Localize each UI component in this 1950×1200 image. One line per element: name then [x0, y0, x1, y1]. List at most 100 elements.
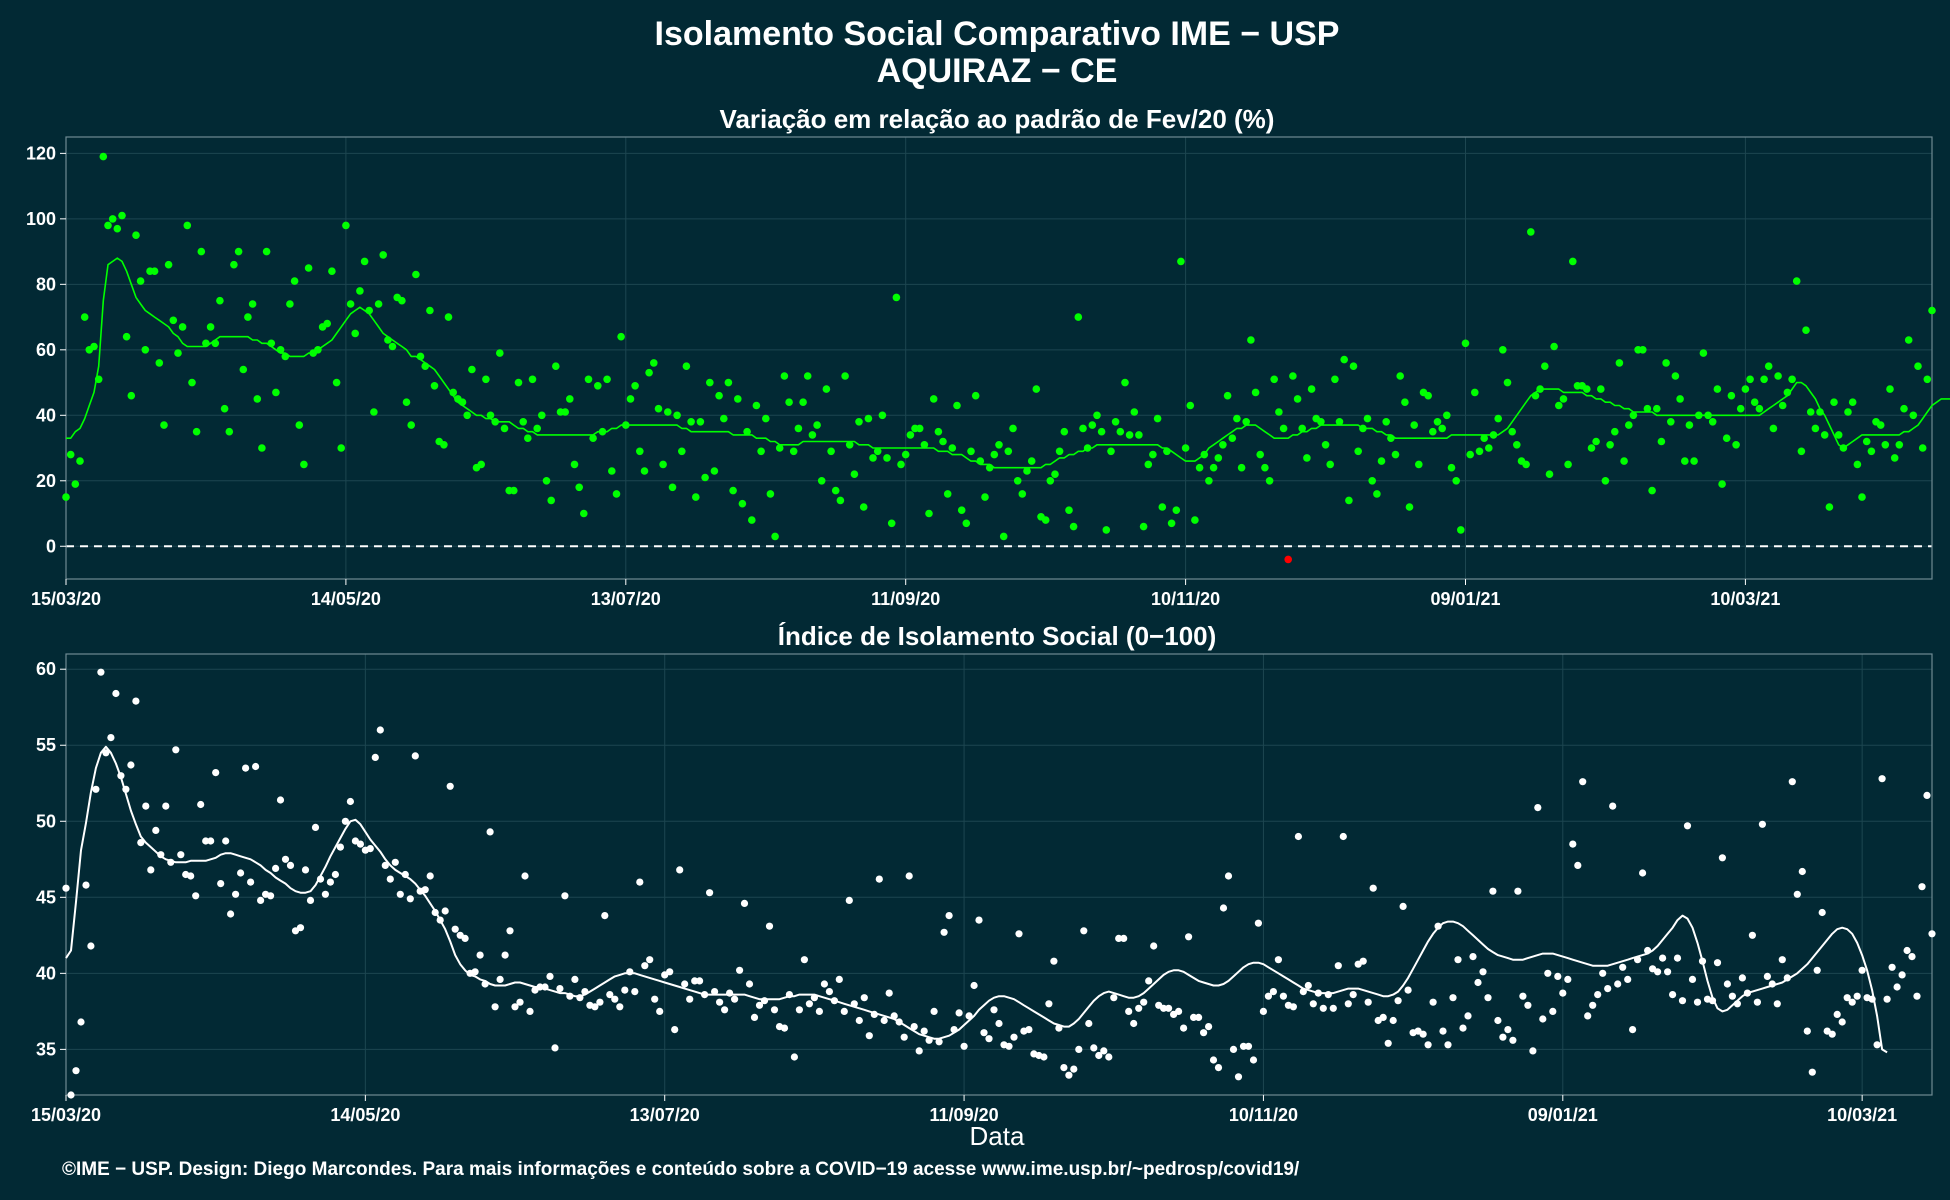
index-point	[1145, 977, 1153, 985]
variation-point	[850, 470, 859, 479]
variation-point	[1307, 385, 1316, 393]
index-point	[252, 762, 260, 771]
index-point	[1509, 1036, 1517, 1044]
variation-point	[929, 395, 938, 403]
variation-point	[1121, 378, 1129, 387]
variation-point	[136, 277, 145, 285]
index-point	[950, 1026, 958, 1034]
index-point	[1504, 1026, 1512, 1034]
variation-point	[1867, 447, 1876, 456]
variation-point	[477, 460, 486, 469]
index-point	[965, 1012, 973, 1020]
variation-point	[178, 323, 187, 331]
index-point	[631, 988, 639, 996]
y-tick-label: 0	[46, 536, 56, 556]
index-point	[192, 892, 200, 900]
index-point	[371, 753, 379, 762]
variation-point	[1060, 427, 1069, 436]
index-point	[716, 998, 724, 1006]
variation-point	[160, 421, 168, 429]
variation-point	[999, 532, 1008, 541]
variation-point	[1746, 375, 1754, 384]
variation-point	[1862, 437, 1871, 446]
variation-point	[1676, 395, 1684, 403]
variation-point	[225, 427, 234, 436]
variation-point	[1699, 349, 1708, 357]
variation-point	[1116, 427, 1125, 436]
variation-point	[920, 441, 929, 449]
variation-point	[957, 506, 966, 514]
index-point	[1589, 1001, 1597, 1009]
variation-point	[267, 339, 276, 348]
index-point	[1883, 995, 1891, 1003]
index-point	[805, 1000, 814, 1008]
variation-point	[803, 372, 812, 380]
variation-point	[1247, 336, 1255, 344]
index-point	[1629, 1026, 1637, 1034]
variation-point	[220, 404, 229, 413]
variation-point	[328, 267, 336, 276]
index-point	[1384, 1039, 1392, 1047]
variation-point	[617, 332, 625, 341]
index-point	[92, 785, 100, 793]
index-point	[855, 1016, 863, 1025]
variation-point	[1662, 359, 1670, 367]
index-point	[1609, 802, 1617, 810]
index-point	[1698, 957, 1707, 965]
variation-point	[552, 362, 560, 371]
variation-point	[1023, 467, 1031, 475]
variation-point	[1727, 391, 1736, 400]
variation-point	[1904, 336, 1913, 344]
variation-point	[1778, 401, 1787, 410]
variation-point	[1135, 431, 1143, 439]
index-point	[506, 927, 514, 935]
variation-point	[1750, 398, 1759, 407]
index-point	[1634, 956, 1642, 964]
variation-point	[1797, 447, 1806, 456]
index-point	[1793, 890, 1801, 898]
index-point	[815, 1007, 824, 1016]
variation-point	[1200, 450, 1209, 459]
variation-point	[234, 247, 243, 256]
variation-point	[169, 316, 178, 325]
variation-point	[253, 395, 262, 403]
variation-point	[1233, 414, 1241, 423]
variation-point	[416, 352, 425, 361]
variation-point	[76, 457, 84, 465]
variation-point	[612, 490, 621, 498]
variation-point	[696, 418, 705, 426]
variation-point	[598, 427, 607, 436]
index-point	[207, 837, 215, 845]
chart-location-subtitle: AQUIRAZ − CE	[877, 52, 1118, 90]
variation-point	[496, 349, 504, 357]
variation-point	[150, 267, 159, 276]
index-point	[1713, 959, 1722, 967]
x-tick-label: 14/05/20	[311, 589, 381, 609]
index-point	[581, 988, 589, 996]
index-point	[521, 872, 529, 880]
variation-point	[174, 349, 182, 357]
index-point	[785, 991, 794, 999]
index-point	[301, 866, 310, 874]
variation-point	[1625, 421, 1633, 429]
x-tick-label: 11/09/20	[930, 1105, 999, 1125]
index-point	[740, 899, 749, 908]
variation-point	[1667, 418, 1675, 426]
index-point	[1858, 966, 1866, 974]
variation-point	[831, 486, 840, 495]
variation-point	[1671, 372, 1680, 380]
index-point	[905, 872, 913, 880]
variation-point	[566, 395, 574, 403]
index-point	[1050, 957, 1058, 965]
x-tick-label: 15/03/20	[31, 1105, 101, 1125]
variation-point	[1443, 411, 1451, 420]
index-point	[162, 802, 170, 810]
index-point	[222, 837, 230, 845]
index-point	[1893, 983, 1901, 991]
index-point	[1105, 1053, 1113, 1061]
index-point	[621, 986, 629, 994]
variation-point	[626, 395, 635, 403]
variation-point	[1890, 454, 1899, 462]
index-point	[626, 968, 634, 976]
index-point	[1314, 989, 1322, 997]
